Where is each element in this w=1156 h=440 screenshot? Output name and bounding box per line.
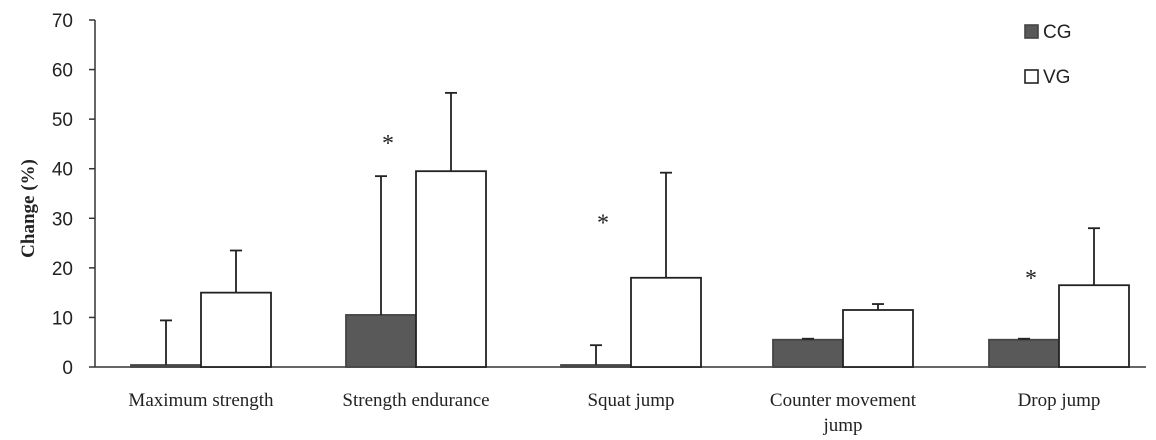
category-label: Squat jump bbox=[587, 390, 674, 411]
bar-vg bbox=[415, 170, 487, 368]
bar-vg bbox=[200, 291, 272, 368]
y-tick-label: 30 bbox=[52, 209, 73, 230]
y-tick-label: 0 bbox=[62, 358, 73, 379]
legend-label-cg: CG bbox=[1043, 22, 1072, 43]
legend-label-vg: VG bbox=[1043, 67, 1070, 88]
category-label: Drop jump bbox=[1018, 390, 1101, 411]
y-tick-label: 20 bbox=[52, 259, 73, 280]
y-tick-label: 60 bbox=[52, 61, 73, 82]
bar-cg bbox=[130, 364, 202, 368]
category-label: Counter movement bbox=[770, 390, 917, 411]
y-tick-label: 40 bbox=[52, 160, 73, 181]
category-label: Strength endurance bbox=[342, 390, 489, 411]
category-label: Maximum strength bbox=[128, 390, 274, 411]
y-tick-label: 70 bbox=[52, 11, 73, 32]
bar-vg bbox=[842, 309, 914, 368]
bar-cg bbox=[560, 364, 632, 368]
significance-marker: * bbox=[597, 211, 609, 237]
significance-marker: * bbox=[1025, 266, 1037, 292]
y-tick-label: 50 bbox=[52, 110, 73, 131]
significance-marker: * bbox=[382, 131, 394, 157]
y-tick-label: 10 bbox=[52, 308, 73, 329]
bar-vg bbox=[1058, 284, 1130, 368]
legend-swatch-cg bbox=[1024, 24, 1039, 39]
bars bbox=[130, 91, 1130, 368]
bar-cg bbox=[772, 338, 844, 368]
bar-cg bbox=[988, 338, 1060, 368]
labels: 0 10 20 30 40 50 60 70 * * * Maximum strength Streng… bbox=[52, 11, 1101, 436]
bar-vg bbox=[630, 276, 702, 368]
legend: CG VG bbox=[1024, 22, 1072, 88]
legend-swatch-vg bbox=[1024, 69, 1039, 84]
y-axis-title: Change (%) bbox=[18, 159, 39, 258]
bar-cg bbox=[345, 314, 417, 368]
category-label: jump bbox=[822, 415, 862, 436]
